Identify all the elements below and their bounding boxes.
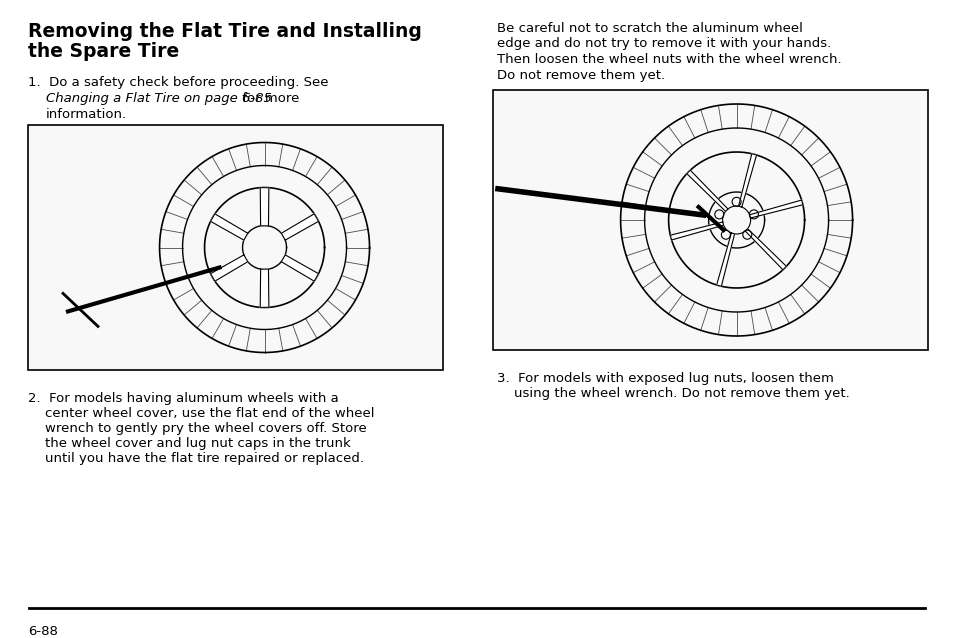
Text: 3.  For models with exposed lug nuts, loosen them: 3. For models with exposed lug nuts, loo… <box>497 372 833 385</box>
Text: for more: for more <box>237 92 299 105</box>
Bar <box>493 90 927 350</box>
Text: 6-88: 6-88 <box>28 625 58 638</box>
Text: using the wheel wrench. Do not remove them yet.: using the wheel wrench. Do not remove th… <box>497 387 849 400</box>
Text: the wheel cover and lug nut caps in the trunk: the wheel cover and lug nut caps in the … <box>28 437 351 450</box>
Polygon shape <box>260 188 269 226</box>
Polygon shape <box>281 214 318 240</box>
Polygon shape <box>749 200 802 218</box>
Text: wrench to gently pry the wheel covers off. Store: wrench to gently pry the wheel covers of… <box>28 422 366 435</box>
Polygon shape <box>670 222 722 240</box>
Polygon shape <box>281 255 318 281</box>
Text: Be careful not to scratch the aluminum wheel: Be careful not to scratch the aluminum w… <box>497 22 802 35</box>
Text: until you have the flat tire repaired or replaced.: until you have the flat tire repaired or… <box>28 452 364 465</box>
Polygon shape <box>211 255 248 281</box>
Text: information.: information. <box>46 108 127 121</box>
Text: 1.  Do a safety check before proceeding. See: 1. Do a safety check before proceeding. … <box>28 76 328 89</box>
Text: the Spare Tire: the Spare Tire <box>28 42 179 61</box>
Polygon shape <box>260 269 269 308</box>
Text: Removing the Flat Tire and Installing: Removing the Flat Tire and Installing <box>28 22 421 41</box>
Polygon shape <box>716 233 734 286</box>
Text: center wheel cover, use the flat end of the wheel: center wheel cover, use the flat end of … <box>28 407 375 420</box>
Text: Then loosen the wheel nuts with the wheel wrench.: Then loosen the wheel nuts with the whee… <box>497 53 841 66</box>
Text: Changing a Flat Tire on page 6-85: Changing a Flat Tire on page 6-85 <box>46 92 272 105</box>
Text: 2.  For models having aluminum wheels with a: 2. For models having aluminum wheels wit… <box>28 392 338 405</box>
Polygon shape <box>211 214 248 240</box>
Polygon shape <box>738 154 756 207</box>
Polygon shape <box>744 228 785 270</box>
Text: edge and do not try to remove it with your hands.: edge and do not try to remove it with yo… <box>497 38 830 50</box>
Bar <box>28 125 442 370</box>
Text: Do not remove them yet.: Do not remove them yet. <box>497 68 664 82</box>
Polygon shape <box>686 170 727 211</box>
